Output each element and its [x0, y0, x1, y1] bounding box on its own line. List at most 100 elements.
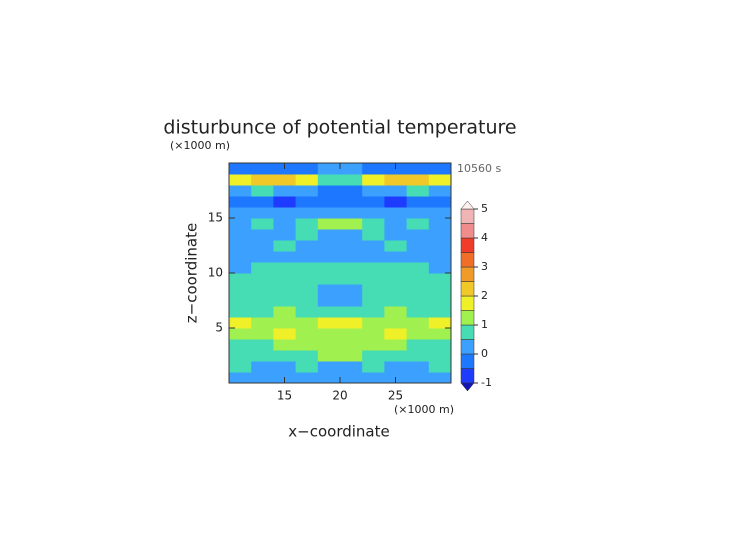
contour-cell — [340, 372, 363, 384]
colorbar-tick-label: 3 — [481, 260, 488, 273]
contour-cell — [428, 207, 452, 219]
colorbar-tick-label: 1 — [481, 318, 488, 331]
contour-cell — [406, 229, 430, 241]
contour-cell — [428, 163, 452, 175]
contour-cell — [406, 284, 430, 296]
contour-cell — [362, 306, 385, 318]
contour-cell — [295, 328, 319, 340]
contour-cell — [317, 295, 341, 307]
contour-cell — [317, 218, 341, 230]
contour-cell — [295, 361, 319, 373]
contour-cell — [317, 251, 341, 263]
contour-cell — [406, 251, 430, 263]
contour-cell — [340, 229, 363, 241]
contour-cell — [273, 262, 297, 274]
contour-cell — [384, 306, 408, 318]
contour-cell — [273, 361, 297, 373]
contour-cell — [295, 262, 319, 274]
contour-cell — [384, 240, 408, 252]
contour-cell — [295, 372, 319, 384]
contour-cell — [406, 218, 430, 230]
contour-cell — [295, 317, 319, 329]
contour-cell — [273, 207, 297, 219]
contour-cell — [428, 185, 452, 197]
contour-cell — [362, 218, 385, 230]
x-tick-label: 15 — [277, 389, 292, 403]
y-tick-label: 10 — [208, 266, 223, 280]
x-tick-label: 20 — [332, 389, 347, 403]
colorbar-segment — [460, 353, 475, 369]
contour-cell — [251, 163, 274, 175]
contour-cell — [362, 317, 385, 329]
contour-cell — [340, 339, 363, 351]
contour-cell — [229, 163, 252, 175]
colorbar-tick-label: 0 — [481, 347, 488, 360]
colorbar-segment — [460, 237, 475, 253]
contour-cell — [362, 229, 385, 241]
contour-cell — [251, 361, 274, 373]
contour-cell — [384, 262, 408, 274]
colorbar-segment — [460, 295, 475, 311]
colorbar-tick-label: -1 — [481, 376, 492, 389]
contour-cell — [340, 196, 363, 208]
contour-cell — [229, 273, 252, 285]
contour-cell — [384, 339, 408, 351]
contour-cell — [406, 196, 430, 208]
contour-cell — [295, 273, 319, 285]
contour-cell — [428, 240, 452, 252]
contour-cell — [295, 306, 319, 318]
contour-cell — [340, 317, 363, 329]
contour-cell — [317, 240, 341, 252]
contour-cell — [317, 284, 341, 296]
contour-cell — [273, 317, 297, 329]
contour-cell — [406, 328, 430, 340]
contour-cell — [406, 185, 430, 197]
contour-cell — [340, 350, 363, 362]
contour-cell — [340, 163, 363, 175]
colorbar-segment — [460, 208, 475, 224]
contour-cell — [384, 328, 408, 340]
contour-cell — [295, 163, 319, 175]
colorbar-segment — [460, 252, 475, 268]
contour-cell — [362, 339, 385, 351]
contour-cell — [295, 284, 319, 296]
contour-cell — [251, 240, 274, 252]
contour-cell — [362, 207, 385, 219]
contour-cell — [295, 185, 319, 197]
contour-cell — [251, 295, 274, 307]
contour-cell — [229, 218, 252, 230]
contour-cell — [229, 350, 252, 362]
contour-cell — [406, 317, 430, 329]
contour-cell — [317, 229, 341, 241]
contour-cell — [340, 273, 363, 285]
contour-cell — [317, 339, 341, 351]
contour-cell — [406, 240, 430, 252]
contour-cell — [428, 317, 452, 329]
contour-cell — [273, 240, 297, 252]
contour-cell — [295, 240, 319, 252]
contour-cell — [295, 339, 319, 351]
contour-cell — [251, 174, 274, 186]
contour-cell — [406, 339, 430, 351]
contour-cell — [428, 229, 452, 241]
contour-cell — [317, 262, 341, 274]
contour-cell — [273, 284, 297, 296]
contour-cell — [428, 218, 452, 230]
contour-cell — [251, 372, 274, 384]
contour-cell — [428, 306, 452, 318]
contour-cell — [428, 295, 452, 307]
contour-cell — [229, 174, 252, 186]
contour-cell — [428, 174, 452, 186]
contour-cell — [340, 328, 363, 340]
contour-cell — [384, 218, 408, 230]
contour-cell — [362, 196, 385, 208]
contour-cell — [362, 328, 385, 340]
contour-cell — [384, 196, 408, 208]
contour-cell — [340, 218, 363, 230]
contour-cell — [317, 185, 341, 197]
contour-cell — [295, 229, 319, 241]
contour-cell — [273, 273, 297, 285]
contour-cell — [406, 207, 430, 219]
contour-cell — [384, 185, 408, 197]
